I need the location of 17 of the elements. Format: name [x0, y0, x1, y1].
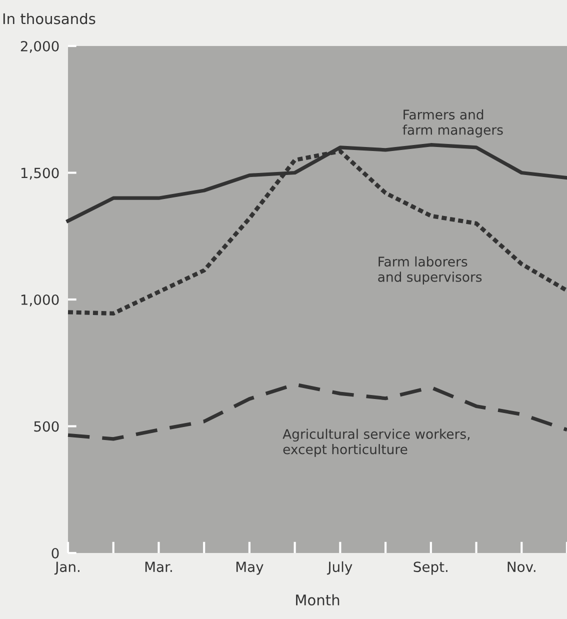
y-tick-label: 1,000 [21, 294, 59, 306]
y-tick-label: 500 [34, 421, 59, 432]
x-tick-label: Sept. [414, 562, 448, 575]
x-tick-label: Jan. [54, 562, 80, 575]
series-label: Farmers and farm managers [402, 109, 503, 138]
x-tick-label: May [236, 562, 264, 575]
x-tick-label: Mar. [145, 562, 172, 572]
series-label: Agricultural service workers, except horticulture [282, 428, 470, 457]
x-axis-title: Month [296, 594, 340, 606]
y-axis-title: In thousands [3, 12, 96, 24]
y-tick-label: 0 [52, 548, 59, 558]
y-tick-label: 2,000 [20, 40, 59, 53]
x-tick-label: July [326, 561, 352, 575]
y-tick-label: 1,500 [21, 168, 59, 180]
line-series [66, 382, 567, 441]
x-tick-label: Nov. [508, 562, 536, 572]
series-label: Farm laborers and supervisors [378, 256, 482, 284]
